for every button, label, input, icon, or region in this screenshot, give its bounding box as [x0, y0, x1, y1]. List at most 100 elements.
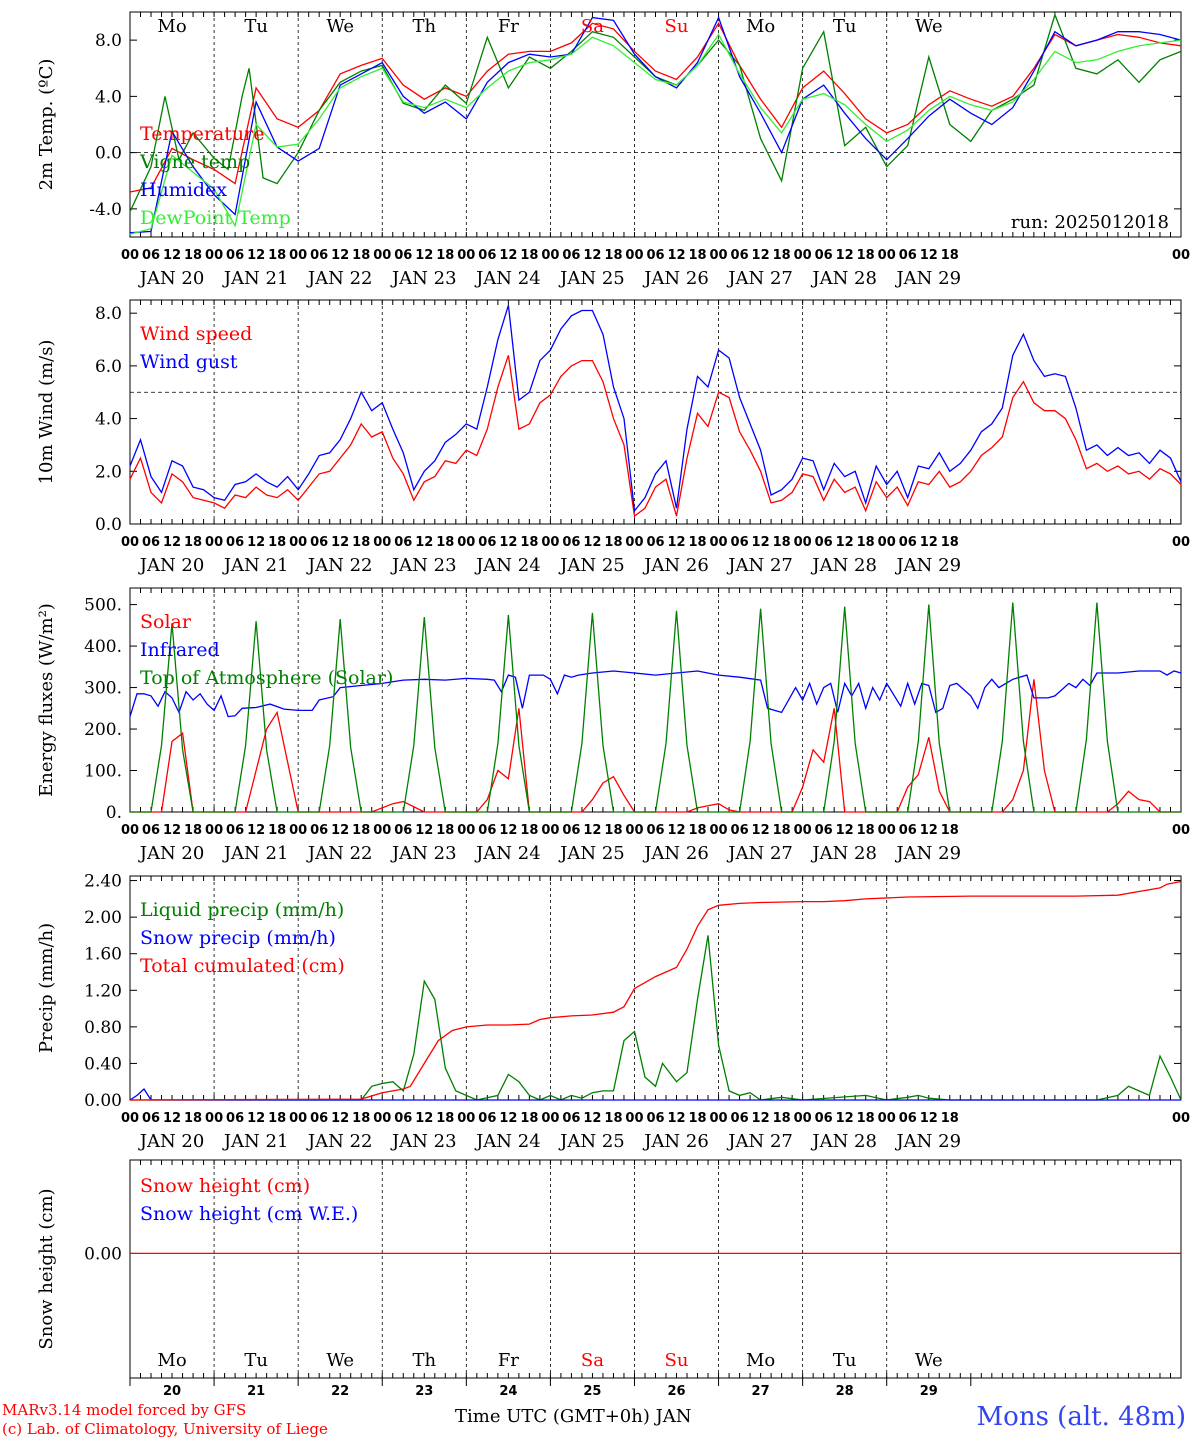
y-tick-label: 1.20 — [84, 981, 122, 1001]
weekday-label: Sa — [581, 16, 604, 37]
hour-tick-label: 00 — [794, 1111, 812, 1126]
hour-tick-label: 00 — [541, 535, 559, 550]
hour-tick-label: 18 — [352, 248, 370, 263]
hour-tick-label: 00 — [457, 248, 475, 263]
run-annotation: run: 2025012018 — [1011, 212, 1169, 233]
hour-tick-label: 00 — [121, 823, 139, 838]
hour-tick-label: 12 — [920, 535, 938, 550]
hour-tick-label: 00 — [457, 1111, 475, 1126]
weekday-label: Tu — [833, 16, 857, 37]
day-label: JAN 27 — [726, 268, 793, 289]
y-tick-label: 4.0 — [95, 87, 122, 107]
hour-tick-label: 00 — [457, 823, 475, 838]
legend-item: Wind gust — [140, 351, 238, 373]
y-tick-label: 0. — [106, 803, 122, 823]
hour-tick-label: 12 — [836, 248, 854, 263]
day-label: JAN 29 — [894, 843, 961, 864]
station-name: Mons (alt. 48m) — [976, 1402, 1186, 1432]
series-humidex — [129, 15, 1182, 234]
y-tick-label: 400. — [84, 637, 122, 657]
legend-item: Total cumulated (cm) — [140, 955, 345, 977]
hour-tick-label: 06 — [646, 535, 664, 550]
day-label: JAN 22 — [306, 555, 373, 576]
day-label: JAN 24 — [474, 268, 541, 289]
hour-tick-label: 00 — [1172, 1111, 1190, 1126]
y-axis-label: Snow height (cm) — [36, 1188, 57, 1349]
hour-tick-label: 12 — [163, 535, 181, 550]
y-tick-label: 1.60 — [84, 945, 122, 965]
panel-wind: 0.0 2.0 4.0 6.0 8.0 10m Wind (m/s) Wind speed W… — [36, 299, 1190, 576]
day-label: JAN 29 — [894, 268, 961, 289]
hour-tick-label: 12 — [583, 535, 601, 550]
hour-tick-label: 06 — [899, 535, 917, 550]
hour-tick-label: 12 — [415, 823, 433, 838]
hour-tick-label: 00 — [878, 823, 896, 838]
y-tick-label: 2.00 — [84, 908, 122, 928]
hour-tick-label: 06 — [899, 1111, 917, 1126]
hour-tick-label: 12 — [331, 823, 349, 838]
hour-tick-label: 12 — [583, 248, 601, 263]
hour-tick-label: 12 — [836, 823, 854, 838]
day-label: JAN 20 — [138, 555, 205, 576]
series-temperature — [129, 21, 1182, 193]
hour-tick-label: 00 — [625, 535, 643, 550]
y-tick-label: 0.00 — [84, 1091, 122, 1111]
legend-item: Wind speed — [140, 323, 252, 345]
series-liquid-precip-mm-h- — [130, 935, 1182, 1101]
hour-tick-label: 12 — [499, 1111, 517, 1126]
hour-tick-label: 18 — [773, 823, 791, 838]
y-tick-label: 200. — [84, 720, 122, 740]
legend-item: Liquid precip (mm/h) — [140, 899, 344, 921]
hour-tick-label: 18 — [520, 248, 538, 263]
hour-tick-label: 00 — [373, 535, 391, 550]
plot-frame — [129, 11, 1182, 238]
series-solar — [130, 679, 1181, 813]
hour-tick-label: 06 — [394, 823, 412, 838]
day-label: JAN 21 — [222, 1131, 289, 1152]
hour-tick-label: 00 — [541, 1111, 559, 1126]
day-label: JAN 28 — [810, 843, 877, 864]
hour-tick-label: 12 — [920, 1111, 938, 1126]
hour-tick-label: 18 — [688, 823, 706, 838]
hour-tick-label: 06 — [815, 248, 833, 263]
hour-tick-label: 06 — [226, 1111, 244, 1126]
weekday-label: We — [915, 16, 943, 37]
day-label: JAN 24 — [474, 1131, 541, 1152]
day-number-label: 24 — [499, 1384, 517, 1399]
legend-item: Snow precip (mm/h) — [140, 927, 336, 949]
day-label: JAN 27 — [726, 843, 793, 864]
day-label: JAN 20 — [138, 1131, 205, 1152]
weekday-label: Th — [412, 1350, 436, 1371]
day-label: JAN 25 — [558, 1131, 625, 1152]
y-tick-label: 500. — [84, 596, 122, 616]
day-label: JAN 20 — [138, 268, 205, 289]
hour-tick-label: 12 — [920, 248, 938, 263]
weekday-label: Mo — [157, 16, 186, 37]
hour-tick-label: 12 — [499, 535, 517, 550]
hour-tick-label: 06 — [310, 823, 328, 838]
legend-item: Infrared — [140, 639, 220, 661]
legend-item: Top of Atmosphere (Solar) — [140, 667, 393, 689]
hour-tick-label: 12 — [752, 248, 770, 263]
credit-line-1: MARv3.14 model forced by GFS — [2, 1401, 247, 1419]
hour-tick-label: 06 — [731, 823, 749, 838]
day-label: JAN 28 — [810, 1131, 877, 1152]
y-tick-label: -4.0 — [89, 200, 122, 220]
hour-tick-label: 18 — [520, 535, 538, 550]
day-label: JAN 26 — [642, 555, 709, 576]
weekday-label: Tu — [244, 16, 268, 37]
hour-tick-label: 12 — [836, 535, 854, 550]
time-axis-title: Time UTC (GMT+0h) JAN — [455, 1406, 692, 1427]
hour-tick-label: 06 — [731, 535, 749, 550]
hour-tick-label: 18 — [688, 1111, 706, 1126]
hour-tick-label: 00 — [205, 248, 223, 263]
hour-tick-label: 18 — [184, 248, 202, 263]
hour-tick-label: 00 — [794, 535, 812, 550]
hour-tick-label: 18 — [857, 248, 875, 263]
day-label: JAN 25 — [558, 268, 625, 289]
hour-tick-label: 12 — [247, 823, 265, 838]
weekday-label: Fr — [498, 16, 519, 37]
day-label: JAN 28 — [810, 555, 877, 576]
y-tick-label: 2.40 — [84, 872, 122, 892]
day-label: JAN 23 — [390, 555, 457, 576]
